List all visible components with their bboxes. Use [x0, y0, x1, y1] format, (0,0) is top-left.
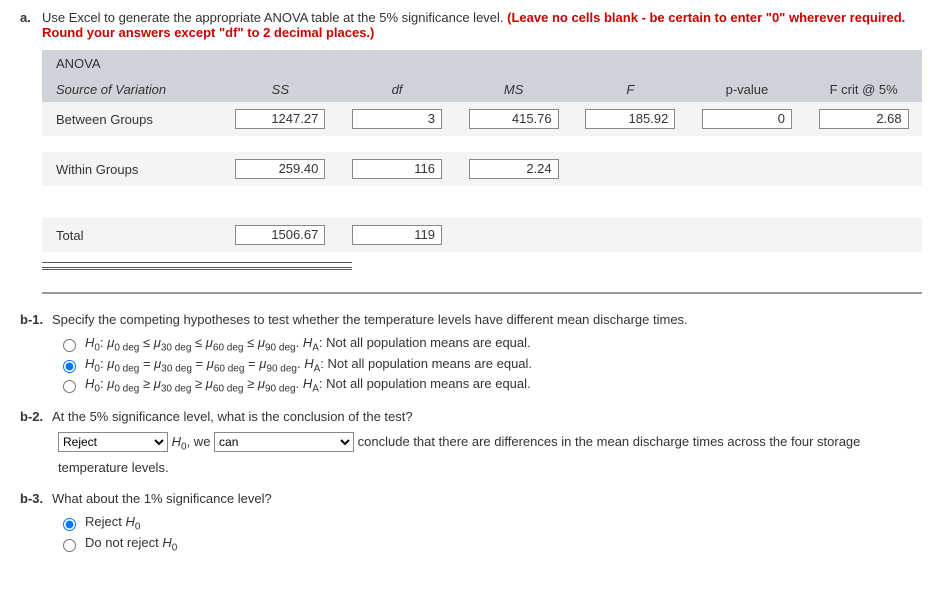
- row-total: Total 1506.67 119: [42, 218, 922, 252]
- part-a-prompt: a. Use Excel to generate the appropriate…: [20, 10, 922, 40]
- col-f: F: [572, 76, 689, 102]
- b1-options: H0: μ0 deg ≤ μ30 deg ≤ μ60 deg ≤ μ90 deg…: [58, 335, 922, 395]
- b1-letter: b-1.: [20, 312, 52, 327]
- col-p: p-value: [689, 76, 806, 102]
- bg-label: Between Groups: [42, 102, 222, 136]
- bg-f[interactable]: 185.92: [585, 109, 675, 129]
- part-b2-prompt: b-2. At the 5% significance level, what …: [20, 409, 922, 424]
- b2-letter: b-2.: [20, 409, 52, 424]
- wg-df[interactable]: 116: [352, 159, 442, 179]
- b1-opt2[interactable]: H0: μ0 deg = μ30 deg = μ60 deg = μ90 deg…: [58, 356, 922, 375]
- part-a-letter: a.: [20, 10, 42, 25]
- b3-text: What about the 1% significance level?: [52, 491, 272, 506]
- anova-table: ANOVA Source of Variation SS df MS F p-v…: [42, 50, 922, 252]
- row-between-groups: Between Groups 1247.27 3 415.76 185.92 0…: [42, 102, 922, 136]
- col-df: df: [339, 76, 456, 102]
- bg-ss[interactable]: 1247.27: [235, 109, 325, 129]
- bg-fc[interactable]: 2.68: [819, 109, 909, 129]
- b3-opt2-text: Do not reject H0: [85, 535, 177, 554]
- anova-table-block: ANOVA Source of Variation SS df MS F p-v…: [42, 50, 922, 270]
- b3-letter: b-3.: [20, 491, 52, 506]
- b2-reject-select[interactable]: Reject: [58, 432, 168, 452]
- bg-p[interactable]: 0: [702, 109, 792, 129]
- wg-ss[interactable]: 259.40: [235, 159, 325, 179]
- b2-h0: H0: [172, 434, 187, 449]
- b1-text: Specify the competing hypotheses to test…: [52, 312, 688, 327]
- b2-answer: Reject H0, we can conclude that there ar…: [58, 430, 922, 481]
- wg-label: Within Groups: [42, 152, 222, 186]
- section-divider: [42, 292, 922, 294]
- b3-opt1[interactable]: Reject H0: [58, 514, 922, 533]
- b1-radio-1[interactable]: [63, 339, 76, 352]
- b2-text: At the 5% significance level, what is th…: [52, 409, 413, 424]
- part-a-text: Use Excel to generate the appropriate AN…: [42, 10, 922, 40]
- totals-rules: [42, 262, 352, 270]
- col-src: Source of Variation: [42, 76, 222, 102]
- tot-ss[interactable]: 1506.67: [235, 225, 325, 245]
- b3-opt2[interactable]: Do not reject H0: [58, 535, 922, 554]
- b1-opt3[interactable]: H0: μ0 deg ≥ μ30 deg ≥ μ60 deg ≥ μ90 deg…: [58, 376, 922, 395]
- anova-title: ANOVA: [42, 50, 922, 76]
- b1-radio-3[interactable]: [63, 380, 76, 393]
- part-a-instr: Use Excel to generate the appropriate AN…: [42, 10, 507, 25]
- tot-label: Total: [42, 218, 222, 252]
- col-ss: SS: [222, 76, 339, 102]
- row-within-groups: Within Groups 259.40 116 2.24: [42, 152, 922, 186]
- b1-opt2-text: H0: μ0 deg = μ30 deg = μ60 deg = μ90 deg…: [85, 356, 532, 375]
- b3-options: Reject H0 Do not reject H0: [58, 514, 922, 553]
- b3-radio-1[interactable]: [63, 518, 76, 531]
- b2-can-select[interactable]: can: [214, 432, 354, 452]
- b1-opt1[interactable]: H0: μ0 deg ≤ μ30 deg ≤ μ60 deg ≤ μ90 deg…: [58, 335, 922, 354]
- bg-ms[interactable]: 415.76: [469, 109, 559, 129]
- b2-mid: , we: [187, 434, 214, 449]
- bg-df[interactable]: 3: [352, 109, 442, 129]
- col-fc: F crit @ 5%: [805, 76, 922, 102]
- wg-ms[interactable]: 2.24: [469, 159, 559, 179]
- tot-df[interactable]: 119: [352, 225, 442, 245]
- b1-radio-2[interactable]: [63, 360, 76, 373]
- b1-opt1-text: H0: μ0 deg ≤ μ30 deg ≤ μ60 deg ≤ μ90 deg…: [85, 335, 531, 354]
- b3-opt1-text: Reject H0: [85, 514, 140, 533]
- b3-radio-2[interactable]: [63, 539, 76, 552]
- part-b3-prompt: b-3. What about the 1% significance leve…: [20, 491, 922, 506]
- part-b1-prompt: b-1. Specify the competing hypotheses to…: [20, 312, 922, 327]
- col-ms: MS: [455, 76, 572, 102]
- b1-opt3-text: H0: μ0 deg ≥ μ30 deg ≥ μ60 deg ≥ μ90 deg…: [85, 376, 531, 395]
